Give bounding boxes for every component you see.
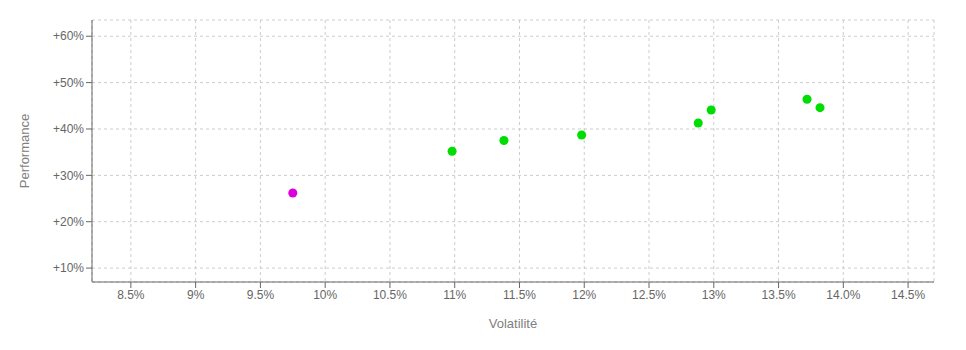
svg-text:10%: 10%	[313, 288, 337, 302]
svg-text:+20%: +20%	[53, 215, 84, 229]
svg-text:+30%: +30%	[53, 169, 84, 183]
svg-text:8.5%: 8.5%	[117, 288, 145, 302]
svg-text:14.0%: 14.0%	[826, 288, 860, 302]
svg-text:Performance: Performance	[17, 114, 32, 188]
svg-text:Volatilité: Volatilité	[489, 316, 537, 331]
svg-text:12.5%: 12.5%	[632, 288, 666, 302]
svg-text:11%: 11%	[443, 288, 466, 302]
svg-text:9%: 9%	[187, 288, 205, 302]
svg-text:11.5%: 11.5%	[503, 288, 536, 302]
svg-text:9.5%: 9.5%	[247, 288, 275, 302]
svg-text:+40%: +40%	[53, 122, 84, 136]
svg-text:12%: 12%	[572, 288, 596, 302]
svg-text:+60%: +60%	[53, 29, 84, 43]
svg-text:13%: 13%	[702, 288, 726, 302]
svg-text:+50%: +50%	[53, 76, 84, 90]
svg-text:+10%: +10%	[53, 261, 84, 275]
svg-text:10.5%: 10.5%	[373, 288, 407, 302]
svg-text:14.5%: 14.5%	[891, 288, 925, 302]
svg-text:13.5%: 13.5%	[762, 288, 796, 302]
